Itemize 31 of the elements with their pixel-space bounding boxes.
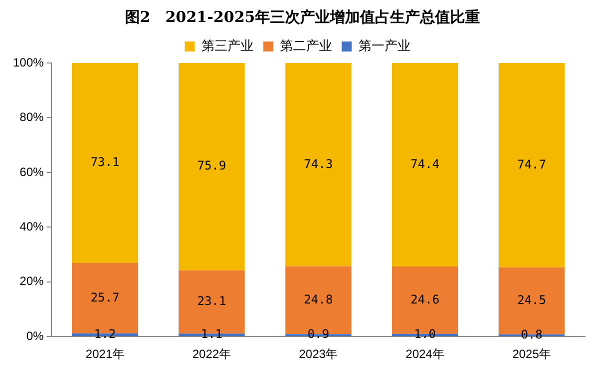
data-label: 24.6 [410, 292, 440, 306]
data-label: 25.7 [90, 290, 120, 304]
x-tick-label: 2024年 [406, 347, 444, 362]
bar [72, 63, 138, 263]
data-label: 24.8 [304, 292, 333, 306]
data-label: 73.1 [90, 155, 120, 170]
bar [285, 63, 352, 266]
data-label: 74.3 [304, 156, 333, 171]
x-tick-label: 2025年 [512, 347, 552, 362]
y-tick-label: 0% [26, 328, 44, 343]
y-tick-label: 80% [20, 110, 44, 124]
y-tick-label: 20% [20, 274, 44, 288]
data-label: 24.5 [517, 293, 546, 308]
x-tick-label: 2022年 [192, 347, 232, 362]
y-tick-label: 100% [12, 55, 44, 70]
chart-title: 图2 2021-2025年三次产业增加值占生产总值比重 [124, 8, 482, 28]
bar [392, 63, 458, 267]
legend-label: 第一产业 [358, 38, 410, 54]
legend-label: 第三产业 [201, 38, 254, 54]
bar [178, 63, 245, 270]
legend-label: 第二产业 [280, 38, 332, 54]
bar [498, 63, 565, 268]
data-label: 74.7 [517, 157, 546, 172]
data-label: 1.0 [414, 327, 436, 342]
data-label: 74.4 [410, 156, 440, 171]
data-label: 75.9 [197, 158, 226, 173]
y-tick-label: 60% [20, 164, 44, 179]
x-tick-label: 2021年 [86, 347, 124, 362]
data-label: 23.1 [197, 294, 226, 308]
x-tick-label: 2023年 [298, 347, 338, 362]
y-tick-label: 40% [20, 219, 44, 234]
